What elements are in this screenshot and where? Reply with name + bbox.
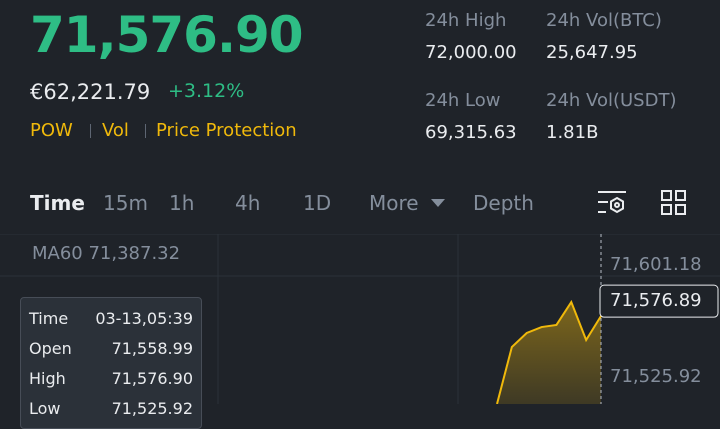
y-tick-label: 71,601.18 xyxy=(610,254,702,275)
tooltip-row: High 71,576.90 xyxy=(29,369,193,388)
tooltip-row: Open 71,558.99 xyxy=(29,339,193,358)
ma-label: MA60 71,387.32 xyxy=(32,243,180,264)
change: +3.12% xyxy=(168,80,245,102)
last-price: 71,576.90 xyxy=(30,6,304,64)
row-value: 71,525.92 xyxy=(111,399,193,418)
tag[interactable]: POW xyxy=(30,120,73,141)
tooltip: Time 03-13,05:39 Open 71,558.99 High 71,576… xyxy=(20,297,202,429)
stat-value: 69,315.63 xyxy=(425,122,517,143)
stat-label: 24h High xyxy=(425,10,507,31)
tab[interactable]: Depth xyxy=(473,191,534,215)
row-label: Time xyxy=(29,309,69,328)
stat-value: 25,647.95 xyxy=(546,42,638,63)
price-chart: MA60 71,387.32 71,601.18 71,525.92 71,576.… xyxy=(0,234,720,404)
last-price-label: 71,576.89 xyxy=(610,290,702,311)
stat-value: 1.81B xyxy=(546,122,599,143)
y-tick-label: 71,525.92 xyxy=(610,366,702,387)
tab[interactable]: Time xyxy=(30,191,85,215)
tooltip-row: Time 03-13,05:39 xyxy=(29,309,193,328)
stat-value: 72,000.00 xyxy=(425,42,517,63)
settings-icon[interactable] xyxy=(596,188,630,218)
row-label: High xyxy=(29,369,66,388)
layout-icon[interactable] xyxy=(660,189,688,217)
last-price-box xyxy=(599,284,719,318)
stat-label: 24h Vol(BTC) xyxy=(546,10,662,31)
fiat-price: €62,221.79 xyxy=(30,80,151,104)
stat-label: 24h Vol(USDT) xyxy=(546,90,677,111)
tab[interactable]: 1D xyxy=(303,191,332,215)
tag[interactable]: Vol xyxy=(102,120,129,141)
row-value: 71,558.99 xyxy=(111,339,193,358)
stat-label: 24h Low xyxy=(425,90,501,111)
row-label: Open xyxy=(29,339,72,358)
dropdown-arrow xyxy=(431,199,445,207)
separator xyxy=(145,124,146,138)
area xyxy=(497,302,601,404)
tab[interactable]: 15m xyxy=(103,191,148,215)
tooltip-row: Low 71,525.92 xyxy=(29,399,193,418)
price-line xyxy=(496,299,602,404)
row-label: Low xyxy=(29,399,61,418)
separator xyxy=(90,124,91,138)
screen: 71,576.90 €62,221.79 +3.12% POW Vol Pric… xyxy=(0,6,720,429)
tab[interactable]: More xyxy=(369,191,419,215)
tag[interactable]: Price Protection xyxy=(156,120,297,141)
row-value: 71,576.90 xyxy=(111,369,193,388)
tab[interactable]: 1h xyxy=(169,191,195,215)
row-value: 03-13,05:39 xyxy=(95,309,193,328)
tab[interactable]: 4h xyxy=(235,191,261,215)
